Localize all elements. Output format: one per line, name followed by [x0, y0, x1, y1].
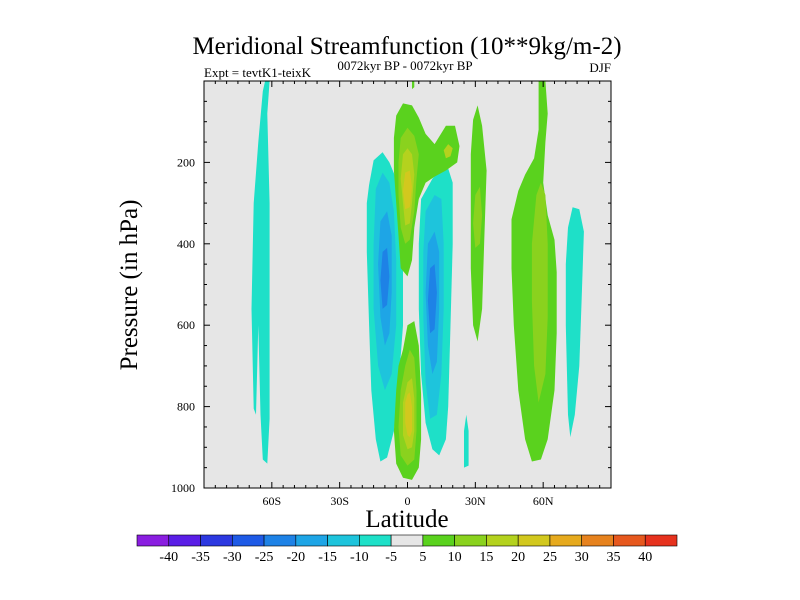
colorbar-label: -10 [350, 550, 369, 565]
contour-equatorial-cell-lower-core [405, 392, 412, 438]
colorbar-box [168, 534, 201, 547]
y-tick-label: 200 [177, 155, 195, 169]
colorbar-label: -25 [255, 550, 274, 565]
colorbar-label: 20 [511, 550, 525, 565]
colorbar-box [327, 534, 360, 547]
contour-nh-subtropical-band-10 [473, 186, 483, 248]
colorbar-box [200, 534, 233, 547]
colorbar-label: -20 [286, 550, 305, 565]
y-tick-label: 600 [177, 318, 195, 332]
y-tick-label: 400 [177, 237, 195, 251]
x-tick-label: 30N [465, 494, 486, 508]
colorbar-label: 40 [638, 550, 652, 565]
contour-sh-high-lat-cell [251, 81, 270, 464]
colorbar-box [613, 534, 646, 547]
contour-equatorial-cell-upper-core [403, 170, 412, 210]
contour-equatorial-upper-cell [412, 81, 415, 90]
contour-nh-midlat-cell-inner [531, 182, 548, 403]
colorbar-label: 35 [606, 550, 620, 565]
colorbar-label: -15 [318, 550, 337, 565]
experiment-label: Expt = tevtK1-teixK [204, 65, 312, 80]
x-axis-label: Latitude [365, 506, 448, 533]
y-tick-label: 800 [177, 400, 195, 414]
colorbar-label: -40 [159, 550, 178, 565]
colorbar-box [359, 534, 392, 547]
x-tick-label: 0 [405, 494, 411, 508]
colorbar-box [136, 534, 170, 547]
contour-nh-midlat-sliver [464, 414, 469, 468]
colorbar-box [295, 534, 328, 547]
season-label: DJF [589, 60, 611, 75]
y-tick-label: 1000 [171, 481, 195, 495]
colorbar-box [454, 534, 487, 547]
colorbar-box [263, 534, 297, 547]
colorbar-label: 30 [575, 550, 589, 565]
colorbar-label: 25 [543, 550, 557, 565]
colorbar: -40 -35 -30 -25 -20 -15 -10 -5 5 10 15 20 25 30 35 40 [136, 534, 678, 565]
colorbar-label: 15 [479, 550, 493, 565]
colorbar-box [549, 534, 583, 547]
contour-regions [251, 81, 584, 480]
colorbar-box [644, 534, 678, 547]
colorbar-label: 10 [448, 550, 462, 565]
colorbar-box [390, 534, 424, 547]
contour-south-subtropical-cell-core [380, 247, 390, 309]
colorbar-label: 5 [419, 550, 426, 565]
colorbar-label: -35 [191, 550, 210, 565]
period-label: 0072kyr BP - 0072kyr BP [337, 58, 472, 73]
colorbar-label: -30 [223, 550, 242, 565]
x-tick-label: 60S [262, 494, 281, 508]
x-tick-label: 60N [533, 494, 554, 508]
x-tick-label: 30S [330, 494, 349, 508]
contour-nh-polar-cell [565, 207, 584, 438]
colorbar-label: -5 [385, 550, 397, 565]
contour-north-tropical-cell-core [427, 264, 437, 334]
colorbar-box [581, 534, 614, 547]
chart-title: Meridional Streamfunction (10**9kg/m-2) [192, 33, 621, 60]
axis-ticks: 60S 30S 0 30N 60N 200 400 600 800 1000 [171, 80, 612, 508]
colorbar-box [231, 534, 265, 547]
y-axis-label: Pressure (in hPa) [116, 200, 143, 371]
colorbar-box [422, 534, 455, 547]
colorbar-box [486, 534, 519, 547]
colorbar-box [517, 534, 551, 547]
contour-equatorial-cell-upper-15 [443, 144, 453, 159]
